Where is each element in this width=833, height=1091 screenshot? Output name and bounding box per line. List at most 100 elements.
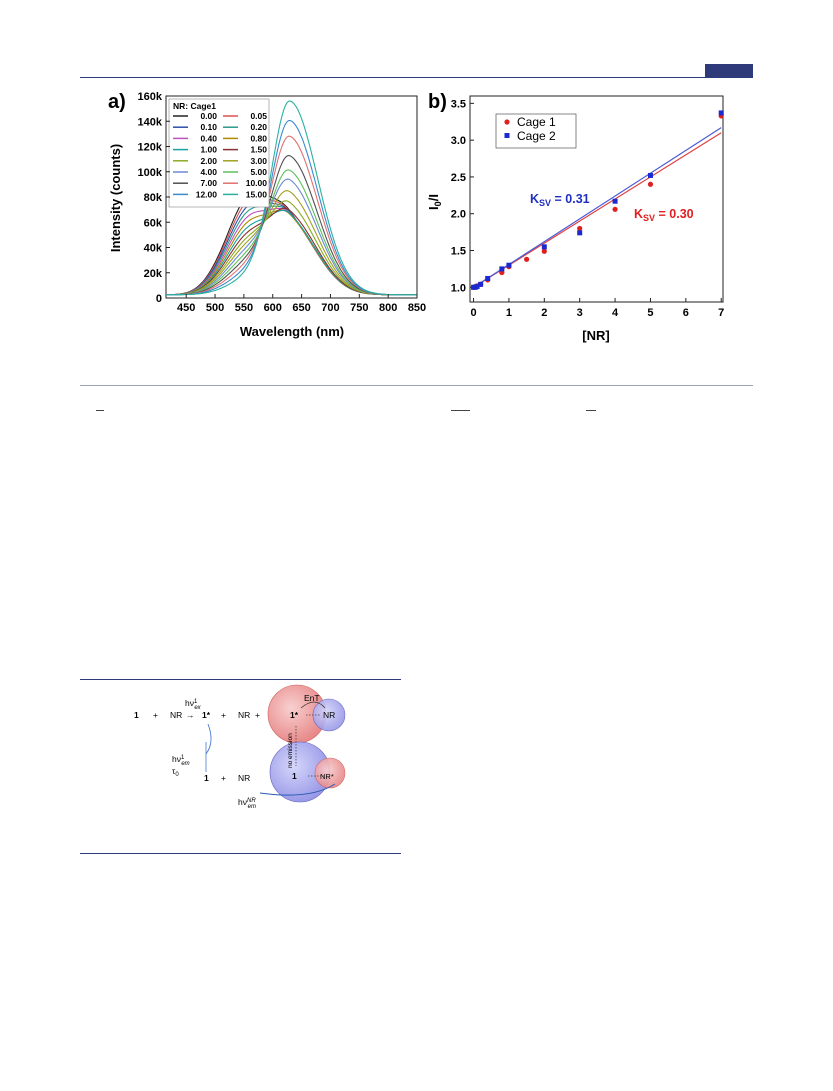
- point-cage1: [577, 225, 583, 232]
- point-cage1: [541, 248, 547, 254]
- legend-entry: 0.20: [250, 122, 267, 132]
- point-cage2: [541, 244, 547, 250]
- x-tick-label: 1: [506, 307, 512, 319]
- legend-cage1: Cage 1: [517, 115, 556, 129]
- legend-entry: 7.00: [200, 178, 217, 188]
- ent-arrow: [300, 701, 326, 709]
- legend-entry: 4.00: [200, 167, 217, 177]
- panel-a-curves: [165, 100, 417, 296]
- legend-entry: 2.00: [200, 156, 217, 166]
- point-cage2: [647, 172, 653, 178]
- panel-b-figure: b) 0 1 2 3 4 5 6 7 1.0 1.5 2.0 2.5 3.0 3.5 Cage 1 Cag…: [426, 91, 724, 343]
- legend-entry: 5.00: [250, 167, 267, 177]
- x-tick-label: 750: [350, 302, 368, 314]
- panel-a-ylabel: Intensity (counts): [108, 144, 123, 252]
- ksv-label-cage1: KSV = 0.30: [634, 207, 694, 223]
- y-tick-label: 140k: [138, 116, 163, 128]
- y-tick-label: 1.0: [451, 282, 466, 294]
- scheme-nr-2: NR: [238, 710, 250, 720]
- panel-b-ylabel: I0/I: [426, 194, 443, 210]
- nr-emission-arrow: [259, 783, 336, 796]
- y-tick-label: 40k: [144, 243, 163, 255]
- x-tick-label: 2: [541, 307, 547, 319]
- point-cage1: [612, 206, 618, 212]
- scheme-plus-4: +: [221, 773, 226, 783]
- y-tick-label: 3.0: [451, 135, 466, 147]
- legend-entry: 3.00: [250, 156, 267, 166]
- scheme-hv-ex: hν1 ex: [185, 698, 202, 711]
- text-stub: [451, 410, 470, 411]
- scheme-sphere-nr-excited: NR*: [320, 772, 334, 781]
- scheme-plus: +: [153, 710, 158, 720]
- spectrum-curve: [166, 100, 417, 296]
- y-tick-label: 160k: [138, 91, 163, 103]
- x-tick-label: 3: [577, 307, 583, 319]
- text-stub: [96, 410, 104, 411]
- text-stub: [586, 410, 596, 411]
- x-tick-label: 850: [408, 302, 426, 314]
- fit-line-cage2: [473, 127, 722, 288]
- scheme-hv-em: hν1 em: [172, 754, 190, 767]
- point-cage2: [485, 275, 491, 281]
- y-tick-label: 20k: [144, 268, 163, 280]
- legend-entry: 0.10: [200, 122, 217, 132]
- point-cage2: [506, 262, 512, 268]
- x-tick-label: 600: [264, 302, 282, 314]
- x-tick-label: 800: [379, 302, 397, 314]
- y-tick-label: 100k: [138, 167, 163, 179]
- panel-a-legend: NR: Cage1 0.00 0.05 0.10 0.20 0.40 0.80 1.00 1.…: [168, 98, 270, 208]
- scheme-no-emission: no emission: [287, 733, 294, 768]
- scheme-cage-ground: 1: [204, 773, 209, 783]
- header-tab: [705, 64, 753, 77]
- point-cage2: [612, 198, 618, 204]
- panel-a-xlabel: Wavelength (nm): [240, 324, 344, 339]
- legend-entry: 0.05: [250, 111, 267, 121]
- point-cage2: [474, 284, 480, 290]
- legend-cage1-marker: [504, 119, 510, 125]
- x-tick-label: 500: [206, 302, 224, 314]
- legend-entry: 15.00: [246, 189, 268, 199]
- x-tick-label: 7: [718, 307, 724, 319]
- ksv-label-cage2: KSV = 0.31: [530, 192, 590, 208]
- legend-entry: 1.50: [250, 145, 267, 155]
- x-tick-label: 4: [612, 307, 619, 319]
- x-tick-label: 6: [683, 307, 689, 319]
- y-tick-label: 3.5: [451, 98, 466, 110]
- y-tick-label: 80k: [144, 192, 163, 204]
- point-cage2: [499, 266, 505, 272]
- x-tick-label: 550: [235, 302, 253, 314]
- legend-cage2: Cage 2: [517, 129, 556, 143]
- scheme-ent: EnT: [304, 693, 320, 703]
- scheme-sphere-cage-excited: 1*: [290, 710, 299, 720]
- x-tick-label: 650: [292, 302, 310, 314]
- legend-entry: 12.00: [196, 189, 218, 199]
- scheme-sphere-cage: 1: [292, 771, 297, 781]
- scheme-nr: NR: [170, 710, 182, 720]
- scheme-plus-2: +: [221, 710, 226, 720]
- legend-entry: 0.40: [200, 133, 217, 143]
- scheme-bottom-rule: [80, 853, 401, 854]
- legend-entry: 10.00: [246, 178, 268, 188]
- scheme-cage-excited: 1*: [202, 710, 211, 720]
- point-cage2: [577, 230, 583, 236]
- legend-title: NR: Cage1: [173, 101, 216, 111]
- scheme-hv-nr: hνNR em: [238, 797, 256, 810]
- scheme-top-rule: [80, 679, 401, 680]
- section-rule: [80, 385, 753, 386]
- legend-entry: 0.00: [200, 111, 217, 121]
- point-cage2: [478, 281, 484, 287]
- panel-a-label: a): [108, 91, 126, 113]
- y-tick-label: 0: [156, 293, 162, 305]
- fit-line-cage1: [473, 132, 722, 288]
- emission-arrow: [205, 723, 212, 755]
- legend-entry: 1.00: [200, 145, 217, 155]
- panel-b-points: [470, 110, 724, 290]
- panel-b-legend: Cage 1 Cage 2: [495, 113, 577, 149]
- energy-transfer-scheme: 1 + NR → 1* + NR + hν1 ex 1* NR EnT hν1 em…: [134, 684, 346, 810]
- panel-b-fits: [473, 127, 722, 288]
- scheme-arrow: →: [186, 710, 195, 720]
- legend-cage2-marker: [504, 133, 510, 138]
- legend-entry: 0.80: [250, 133, 267, 143]
- y-tick-label: 2.0: [451, 209, 466, 221]
- panel-a-figure: a) NR: Cage1 0.00 0.05 0.10 0.20 0.40 0.80 1.0…: [108, 91, 426, 339]
